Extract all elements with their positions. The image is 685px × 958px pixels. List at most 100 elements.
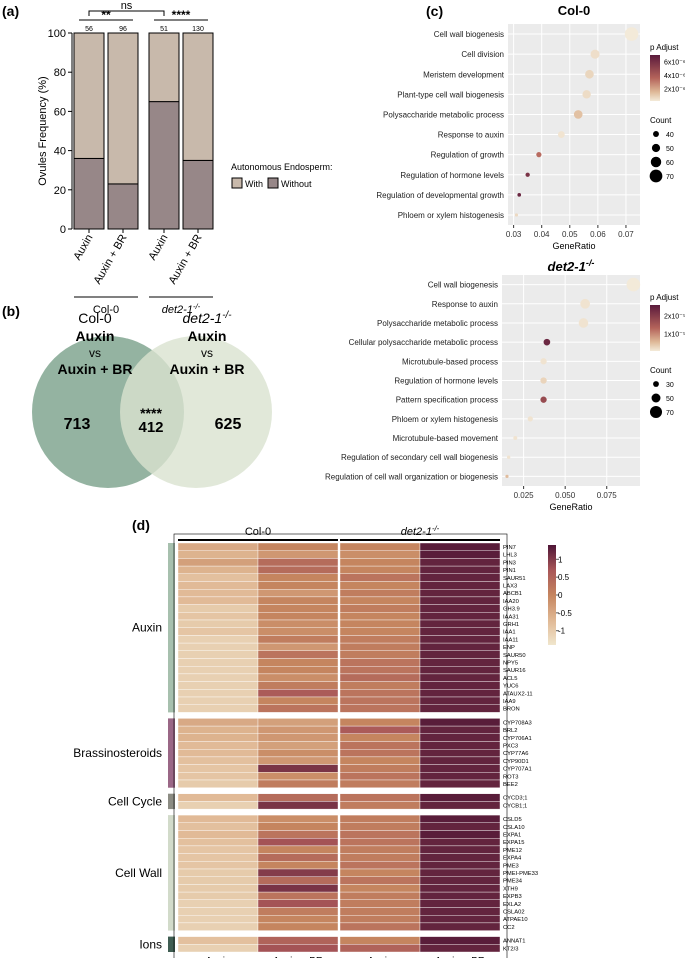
dot bbox=[582, 90, 591, 99]
heatmap-cell bbox=[419, 814, 501, 823]
y-tick-label: 100 bbox=[48, 28, 66, 40]
color-tick-label: 1 bbox=[558, 555, 563, 564]
heatmap-cell bbox=[177, 696, 259, 705]
x-tick-label: 0.050 bbox=[555, 491, 576, 500]
category-bar bbox=[168, 793, 175, 810]
heatmap-cell bbox=[339, 907, 421, 916]
heatmap-cell bbox=[177, 650, 259, 659]
panel-label-a: (a) bbox=[2, 3, 19, 19]
heatmap-cell bbox=[177, 861, 259, 870]
heatmap-cell bbox=[257, 764, 339, 773]
heatmap-cell bbox=[257, 915, 339, 924]
heatmap-cell bbox=[419, 822, 501, 831]
gene-label: CYP706A1 bbox=[503, 736, 532, 742]
gene-label: IAA11 bbox=[503, 637, 518, 643]
heatmap-cell bbox=[177, 830, 259, 839]
venn-left-comparison: Auxin + BR bbox=[57, 361, 132, 377]
heatmap-cell bbox=[339, 749, 421, 758]
venn-right-count: 625 bbox=[215, 416, 242, 433]
heatmap-cell bbox=[419, 793, 501, 802]
heatmap-cell bbox=[339, 822, 421, 831]
heatmap-cell bbox=[339, 884, 421, 893]
size-legend-title: Count bbox=[650, 116, 672, 125]
column-group-label: det2-1-/- bbox=[401, 524, 440, 539]
gene-label: PMEI-PME33 bbox=[503, 871, 538, 877]
sig-bracket-ns bbox=[88, 10, 165, 16]
y-tick-label: 80 bbox=[54, 67, 66, 79]
gene-label: LHL3 bbox=[503, 553, 517, 559]
term-label: Pattern specification process bbox=[396, 396, 498, 405]
venn-left-genotype: Col-0 bbox=[78, 310, 112, 326]
gene-label: IAA9 bbox=[503, 699, 516, 705]
color-tick-label: 2x10⁻⁵ bbox=[664, 314, 685, 321]
heatmap-cell bbox=[177, 899, 259, 908]
group-label: det2-1-/- bbox=[162, 302, 201, 317]
dot bbox=[540, 396, 547, 403]
bar-without bbox=[148, 101, 180, 230]
gene-label: ENP bbox=[503, 645, 515, 651]
heatmap-cell bbox=[419, 581, 501, 590]
heatmap-cell bbox=[419, 899, 501, 908]
heatmap-cell bbox=[339, 635, 421, 644]
heatmap-cell bbox=[419, 681, 501, 690]
gene-label: EXLA2 bbox=[503, 902, 521, 908]
gene-label: CYCD3;1 bbox=[503, 796, 527, 802]
dot bbox=[506, 455, 511, 459]
heatmap-cell bbox=[177, 542, 259, 551]
group-label-text: det2-1 bbox=[162, 304, 193, 316]
bar-with bbox=[148, 32, 180, 103]
heatmap-cell bbox=[419, 741, 501, 750]
heatmap-cell bbox=[419, 718, 501, 727]
gene-label: ANNAT1 bbox=[503, 939, 525, 945]
heatmap-cell bbox=[339, 718, 421, 727]
bar-with bbox=[182, 32, 214, 161]
term-label: Regulation of secondary cell wall biogen… bbox=[341, 453, 498, 462]
gene-label: BRON bbox=[503, 707, 520, 713]
heatmap-cell bbox=[257, 666, 339, 675]
heatmap-cell bbox=[419, 891, 501, 900]
color-tick-label: 1x10⁻⁵ bbox=[664, 331, 685, 338]
color-legend-title: p Adjust bbox=[650, 43, 679, 52]
heatmap-cell bbox=[419, 558, 501, 567]
gene-label: CYP90D1 bbox=[503, 759, 529, 765]
heatmap-cell bbox=[257, 619, 339, 628]
heatmap-cell bbox=[339, 704, 421, 713]
heatmap-cell bbox=[419, 845, 501, 854]
heatmap-cell bbox=[339, 756, 421, 765]
x-axis-label: GeneRatio bbox=[549, 502, 592, 512]
bar-without bbox=[107, 183, 139, 230]
bar-without bbox=[182, 159, 214, 230]
heatmap-cell bbox=[419, 922, 501, 931]
heatmap-cell bbox=[339, 845, 421, 854]
gene-label: NPY5 bbox=[503, 661, 518, 667]
gene-label: EXPA1 bbox=[503, 833, 521, 839]
size-legend-dot bbox=[649, 169, 663, 183]
heatmap-cell bbox=[419, 772, 501, 781]
gene-label: CYP77A6 bbox=[503, 751, 528, 757]
term-label: Phloem or xylem histogenesis bbox=[392, 415, 498, 424]
gene-label: CSLA02 bbox=[503, 910, 525, 916]
color-tick-label: -1 bbox=[558, 627, 566, 636]
heatmap-cell bbox=[339, 741, 421, 750]
heatmap-cell bbox=[257, 650, 339, 659]
venn-right-genotype: det2-1-/- bbox=[183, 310, 233, 327]
x-tick-label: 0.04 bbox=[534, 230, 550, 239]
heatmap-cell bbox=[419, 589, 501, 598]
gene-label: SAUR50 bbox=[503, 653, 526, 659]
heatmap-cell bbox=[257, 596, 339, 605]
gene-label: IAA31 bbox=[503, 614, 519, 620]
size-legend-dot bbox=[651, 143, 661, 153]
column-label: Auxin bbox=[205, 956, 230, 958]
gene-label: XTH9 bbox=[503, 886, 518, 892]
heatmap-cell bbox=[257, 565, 339, 574]
category-bar bbox=[168, 936, 175, 952]
heatmap-cell bbox=[177, 612, 259, 621]
dot bbox=[543, 338, 551, 346]
term-label: Cell division bbox=[461, 50, 504, 59]
heatmap-frame bbox=[173, 533, 508, 958]
gene-label: BRL2 bbox=[503, 728, 518, 734]
gene-label: EXPA4 bbox=[503, 856, 522, 862]
heatmap-cell bbox=[177, 658, 259, 667]
y-tick-label: 60 bbox=[54, 106, 66, 118]
heatmap-cell bbox=[177, 891, 259, 900]
